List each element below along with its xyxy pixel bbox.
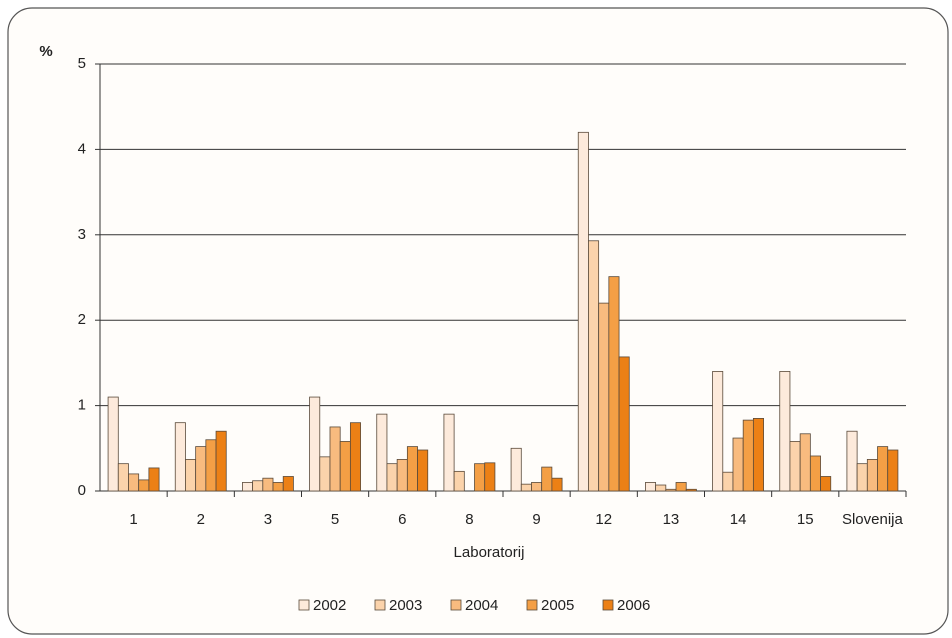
x-tick-label: 2 <box>197 511 205 528</box>
bar <box>282 476 294 492</box>
x-tick-label: 14 <box>730 511 747 528</box>
bar <box>262 477 274 492</box>
bar <box>242 482 254 492</box>
y-tick-label: 4 <box>78 140 86 157</box>
x-tick-label: 5 <box>331 511 339 528</box>
bar <box>319 456 331 492</box>
bar <box>820 476 832 492</box>
bar <box>443 413 455 492</box>
legend-swatch <box>374 599 386 611</box>
bar <box>309 396 321 492</box>
bar <box>789 441 801 492</box>
bar <box>520 483 532 492</box>
x-tick-label: 6 <box>398 511 406 528</box>
bar <box>588 240 600 492</box>
legend-swatch <box>298 599 310 611</box>
x-tick-label: 9 <box>532 511 540 528</box>
bar <box>128 473 140 492</box>
bar <box>376 413 388 492</box>
bar <box>541 466 553 492</box>
bar <box>712 371 724 492</box>
bar <box>665 488 677 492</box>
bar <box>417 449 429 492</box>
bar <box>349 422 361 492</box>
bar <box>722 471 734 492</box>
y-tick-label: 3 <box>78 226 86 243</box>
bar <box>396 459 408 492</box>
legend-swatch <box>450 599 462 611</box>
bar <box>752 418 764 492</box>
legend-label: 2005 <box>541 597 574 614</box>
bar <box>809 455 821 492</box>
bar <box>339 441 351 492</box>
bar <box>577 131 589 492</box>
y-tick-label: 0 <box>78 482 86 499</box>
bar <box>386 463 398 492</box>
bar <box>866 459 878 492</box>
bar <box>510 447 522 492</box>
x-tick-label: 15 <box>797 511 814 528</box>
bar <box>138 479 150 492</box>
legend-label: 2003 <box>389 597 422 614</box>
bar <box>877 446 889 492</box>
y-tick-label: 1 <box>78 397 86 414</box>
frame <box>7 7 949 635</box>
bar <box>779 371 791 492</box>
bar <box>117 463 129 492</box>
bar <box>272 482 284 492</box>
legend-label: 2002 <box>313 597 346 614</box>
bar <box>329 426 341 492</box>
bar <box>846 430 858 492</box>
bar <box>148 467 160 492</box>
bar <box>107 396 119 492</box>
bar <box>484 462 496 492</box>
legend-label: 2006 <box>617 597 650 614</box>
legend-label: 2004 <box>465 597 498 614</box>
x-tick-label: 12 <box>595 511 612 528</box>
bar <box>205 439 217 492</box>
x-tick-label: 1 <box>129 511 137 528</box>
bar <box>453 470 465 492</box>
x-tick-label: 8 <box>465 511 473 528</box>
bar <box>732 437 744 492</box>
bar <box>618 356 630 492</box>
bar <box>856 463 868 492</box>
y-tick-label: 2 <box>78 311 86 328</box>
bar <box>215 430 227 492</box>
x-tick-label: Slovenija <box>842 511 904 528</box>
legend-swatch <box>526 599 538 611</box>
y-tick-label: 5 <box>78 55 86 72</box>
bar <box>474 463 486 492</box>
bar <box>185 459 197 492</box>
bar <box>675 482 687 492</box>
x-tick-label: 3 <box>264 511 272 528</box>
bar <box>645 482 657 492</box>
y-axis-label: % <box>39 43 52 60</box>
bar <box>799 433 811 492</box>
bar <box>598 302 610 492</box>
bar <box>195 446 207 492</box>
bar <box>406 446 418 492</box>
bar <box>742 419 754 492</box>
bar <box>685 488 697 492</box>
bar <box>531 482 543 492</box>
x-axis-label: Laboratorij <box>454 544 525 561</box>
bar <box>551 477 563 492</box>
legend-swatch <box>602 599 614 611</box>
x-tick-label: 13 <box>663 511 680 528</box>
bar <box>655 484 667 492</box>
bar <box>252 480 264 492</box>
bar <box>174 422 186 492</box>
bar <box>887 449 899 492</box>
bar <box>608 276 620 492</box>
